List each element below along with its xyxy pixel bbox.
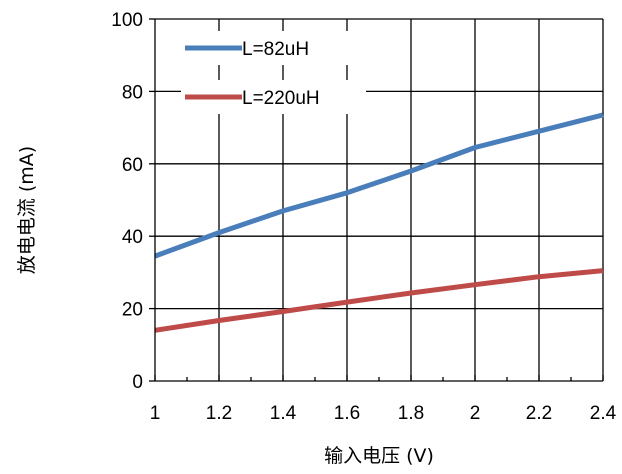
- grid: [155, 18, 604, 381]
- y-tick-label: 60: [122, 155, 143, 176]
- tick-labels: 0 20 40 60 80 100 1 1.2 1.4 1.6 1.8 2 2.2 2.4: [111, 10, 616, 424]
- x-tick-label: 1.8: [398, 403, 424, 424]
- series-line-1: [154, 112, 604, 259]
- x-axis-title: 输入电压 (V): [324, 445, 434, 467]
- x-tick-label: 1.2: [206, 403, 232, 424]
- y-tick-label: 80: [122, 82, 143, 103]
- y-tick-label: 100: [111, 10, 143, 31]
- series-line-2: [154, 268, 604, 333]
- x-tick-label: 1.4: [270, 403, 297, 424]
- x-tick-label: 1: [150, 403, 161, 424]
- y-tick-label: 40: [122, 227, 143, 248]
- y-axis-title: 放电电流 (mA): [16, 146, 38, 274]
- x-tick-label: 2.4: [590, 403, 617, 424]
- x-tick-label: 2: [470, 403, 481, 424]
- x-tick-label: 2.2: [526, 403, 552, 424]
- legend: L=82uH L=220uH: [181, 31, 366, 114]
- legend-label-2: L=220uH: [242, 88, 320, 109]
- axes: [149, 18, 604, 382]
- y-tick-label: 0: [132, 372, 143, 393]
- x-tick-label: 1.6: [334, 403, 360, 424]
- series-layer: [154, 112, 604, 333]
- legend-label-1: L=82uH: [242, 39, 309, 60]
- y-tick-label: 20: [122, 300, 143, 321]
